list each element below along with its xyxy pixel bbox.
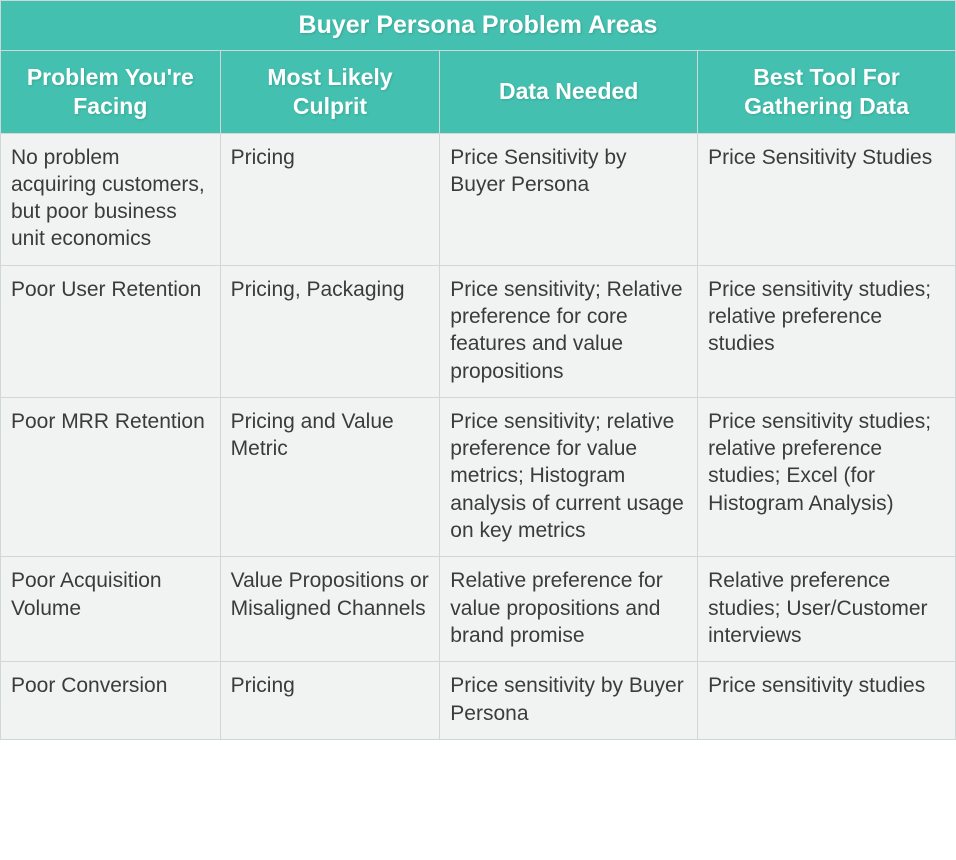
cell-data-needed: Price sensitivity; Relative preference f… bbox=[440, 265, 698, 397]
col-header-best-tool: Best Tool For Gathering Data bbox=[698, 51, 956, 134]
cell-data-needed: Relative preference for value propositio… bbox=[440, 557, 698, 662]
cell-best-tool: Relative preference studies; User/Custom… bbox=[698, 557, 956, 662]
cell-problem: Poor MRR Retention bbox=[1, 397, 221, 556]
header-row: Problem You're Facing Most Likely Culpri… bbox=[1, 51, 956, 134]
table-body: No problem acquiring customers, but poor… bbox=[1, 133, 956, 739]
cell-problem: Poor User Retention bbox=[1, 265, 221, 397]
cell-culprit: Value Propositions or Misaligned Channel… bbox=[220, 557, 440, 662]
cell-best-tool: Price sensitivity studies; relative pref… bbox=[698, 265, 956, 397]
cell-problem: No problem acquiring customers, but poor… bbox=[1, 133, 221, 265]
table-row: Poor User Retention Pricing, Packaging P… bbox=[1, 265, 956, 397]
cell-best-tool: Price Sensitivity Studies bbox=[698, 133, 956, 265]
col-header-culprit: Most Likely Culprit bbox=[220, 51, 440, 134]
table-container: Buyer Persona Problem Areas Problem You'… bbox=[0, 0, 956, 740]
cell-best-tool: Price sensitivity studies; relative pref… bbox=[698, 397, 956, 556]
table-row: Poor Conversion Pricing Price sensitivit… bbox=[1, 662, 956, 740]
cell-culprit: Pricing bbox=[220, 133, 440, 265]
table-row: Poor Acquisition Volume Value Propositio… bbox=[1, 557, 956, 662]
cell-data-needed: Price sensitivity by Buyer Persona bbox=[440, 662, 698, 740]
cell-problem: Poor Acquisition Volume bbox=[1, 557, 221, 662]
table-title: Buyer Persona Problem Areas bbox=[1, 1, 956, 51]
cell-problem: Poor Conversion bbox=[1, 662, 221, 740]
table-row: Poor MRR Retention Pricing and Value Met… bbox=[1, 397, 956, 556]
problem-areas-table: Buyer Persona Problem Areas Problem You'… bbox=[0, 0, 956, 740]
cell-culprit: Pricing and Value Metric bbox=[220, 397, 440, 556]
col-header-problem: Problem You're Facing bbox=[1, 51, 221, 134]
col-header-data-needed: Data Needed bbox=[440, 51, 698, 134]
table-row: No problem acquiring customers, but poor… bbox=[1, 133, 956, 265]
cell-best-tool: Price sensitivity studies bbox=[698, 662, 956, 740]
cell-culprit: Pricing, Packaging bbox=[220, 265, 440, 397]
title-row: Buyer Persona Problem Areas bbox=[1, 1, 956, 51]
cell-data-needed: Price Sensitivity by Buyer Persona bbox=[440, 133, 698, 265]
cell-culprit: Pricing bbox=[220, 662, 440, 740]
cell-data-needed: Price sensitivity; relative preference f… bbox=[440, 397, 698, 556]
